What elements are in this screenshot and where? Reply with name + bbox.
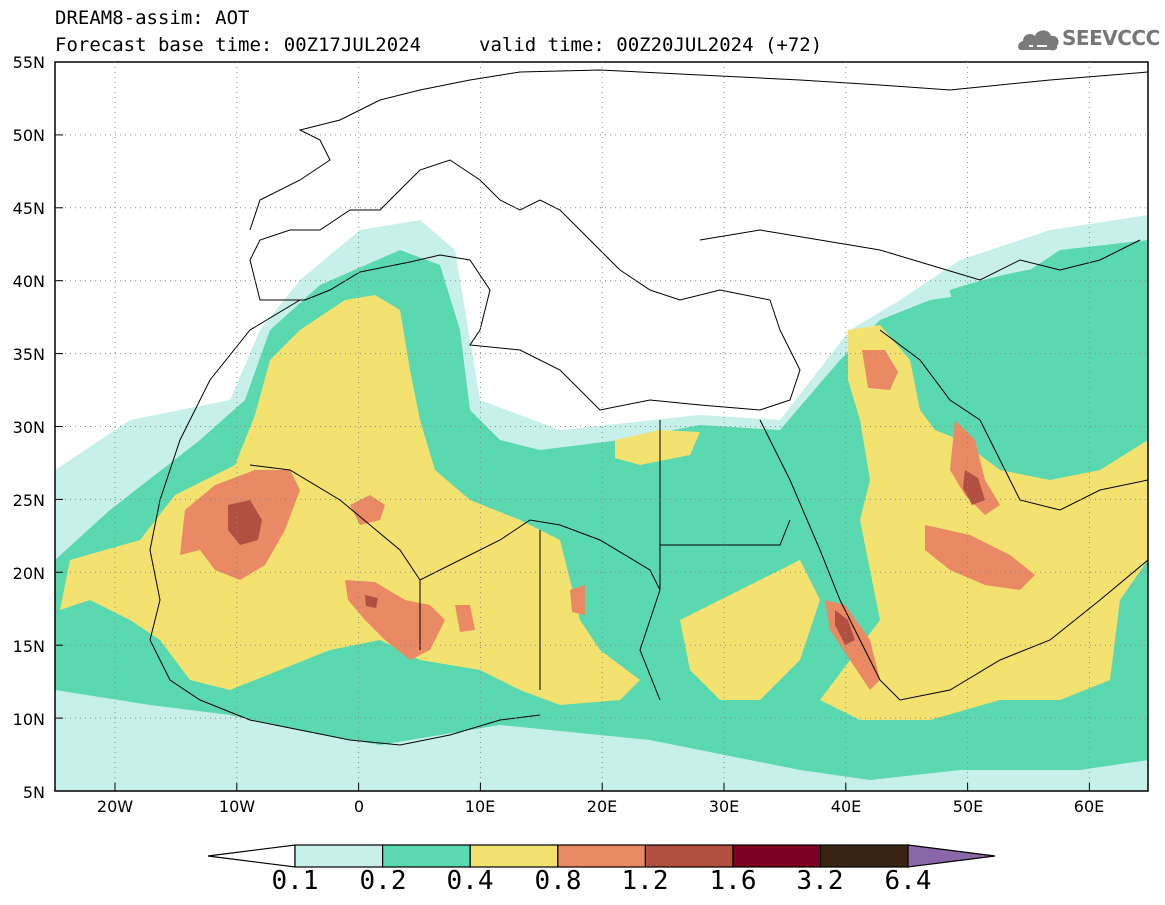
- aot-level-0.8-chad: [570, 585, 585, 615]
- lon-label-0: 0: [353, 797, 365, 816]
- aot-field: [55, 62, 1148, 791]
- lon-label-10e: 10E: [464, 797, 496, 816]
- lon-label-30e: 30E: [708, 797, 740, 816]
- colorbar-label-0.8: 0.8: [534, 866, 582, 896]
- lat-label-10n: 10N: [12, 710, 45, 729]
- lat-label-45n: 45N: [12, 199, 45, 218]
- aot-level-1.2-mali: [365, 595, 378, 608]
- valid-time: valid time: 00Z20JUL2024 (+72): [479, 34, 823, 56]
- aot-level-0.8-niger: [455, 605, 475, 632]
- colorbar-label-1.6: 1.6: [709, 866, 757, 896]
- lat-label-30n: 30N: [12, 418, 45, 437]
- colorbar-lower-arrow: [207, 844, 296, 868]
- lon-label-20e: 20E: [586, 797, 618, 816]
- colorbar-label-1.2: 1.2: [621, 866, 669, 896]
- colorbar-label-0.4: 0.4: [446, 866, 494, 896]
- aot-level-0.4-west: [60, 295, 640, 705]
- colorbar-upper-arrow: [907, 844, 996, 868]
- lat-label-20n: 20N: [12, 564, 45, 583]
- lat-label-50n: 50N: [12, 126, 45, 145]
- seevccc-logo-text: SEEVCCC: [1062, 26, 1160, 50]
- lon-label-10w: 10W: [218, 797, 256, 816]
- colorbar-box: [294, 844, 384, 868]
- colorbar-box: [382, 844, 471, 868]
- axis-ticks: [55, 134, 1090, 791]
- lat-label-55n: 55N: [12, 53, 45, 72]
- colorbar-label-0.1: 0.1: [271, 866, 319, 896]
- lat-label-35n: 35N: [12, 345, 45, 364]
- lat-label-5n: 5N: [22, 783, 45, 802]
- map-title: DREAM8-assim: AOT: [55, 7, 250, 29]
- aot-level-1.2-kuwait: [963, 470, 985, 505]
- forecast-base-time: Forecast base time: 00Z17JUL2024: [55, 34, 422, 56]
- coastlines: [149, 69, 1148, 746]
- colorbar-label-3.2: 3.2: [796, 866, 844, 896]
- colorbar-box: [819, 844, 909, 868]
- colorbar-boxes: [294, 844, 909, 868]
- colorbar-box: [732, 844, 822, 868]
- aot-level-0.4-libya: [615, 430, 700, 465]
- lon-label-20w: 20W: [96, 797, 134, 816]
- aot-level-1.2-sudan: [835, 610, 855, 645]
- colorbar-box: [644, 844, 734, 868]
- colorbar-box: [469, 844, 559, 868]
- colorbar-label-0.2: 0.2: [359, 866, 407, 896]
- lat-label-40n: 40N: [12, 272, 45, 291]
- lat-label-15n: 15N: [12, 637, 45, 656]
- aot-level-0.8-kuwait: [950, 420, 1000, 515]
- aot-level-0.4-arabia: [820, 325, 1148, 720]
- lon-label-60e: 60E: [1073, 797, 1105, 816]
- aot-level-0.8-iraq: [862, 350, 898, 390]
- aot-level-1.2-mauritania: [228, 500, 262, 545]
- aot-level-0.8-saudi: [925, 525, 1035, 590]
- aot-level-0.4-sudan: [680, 560, 820, 700]
- cloud-logo-icon: [1018, 30, 1059, 51]
- gridlines: [55, 62, 1148, 791]
- lon-label-50e: 50E: [952, 797, 984, 816]
- colorbar-label-6.4: 6.4: [884, 866, 932, 896]
- lon-label-40e: 40E: [830, 797, 862, 816]
- colorbar-box: [557, 844, 646, 868]
- aot-level-0.2-caspian: [950, 262, 1107, 316]
- lat-label-25n: 25N: [12, 491, 45, 510]
